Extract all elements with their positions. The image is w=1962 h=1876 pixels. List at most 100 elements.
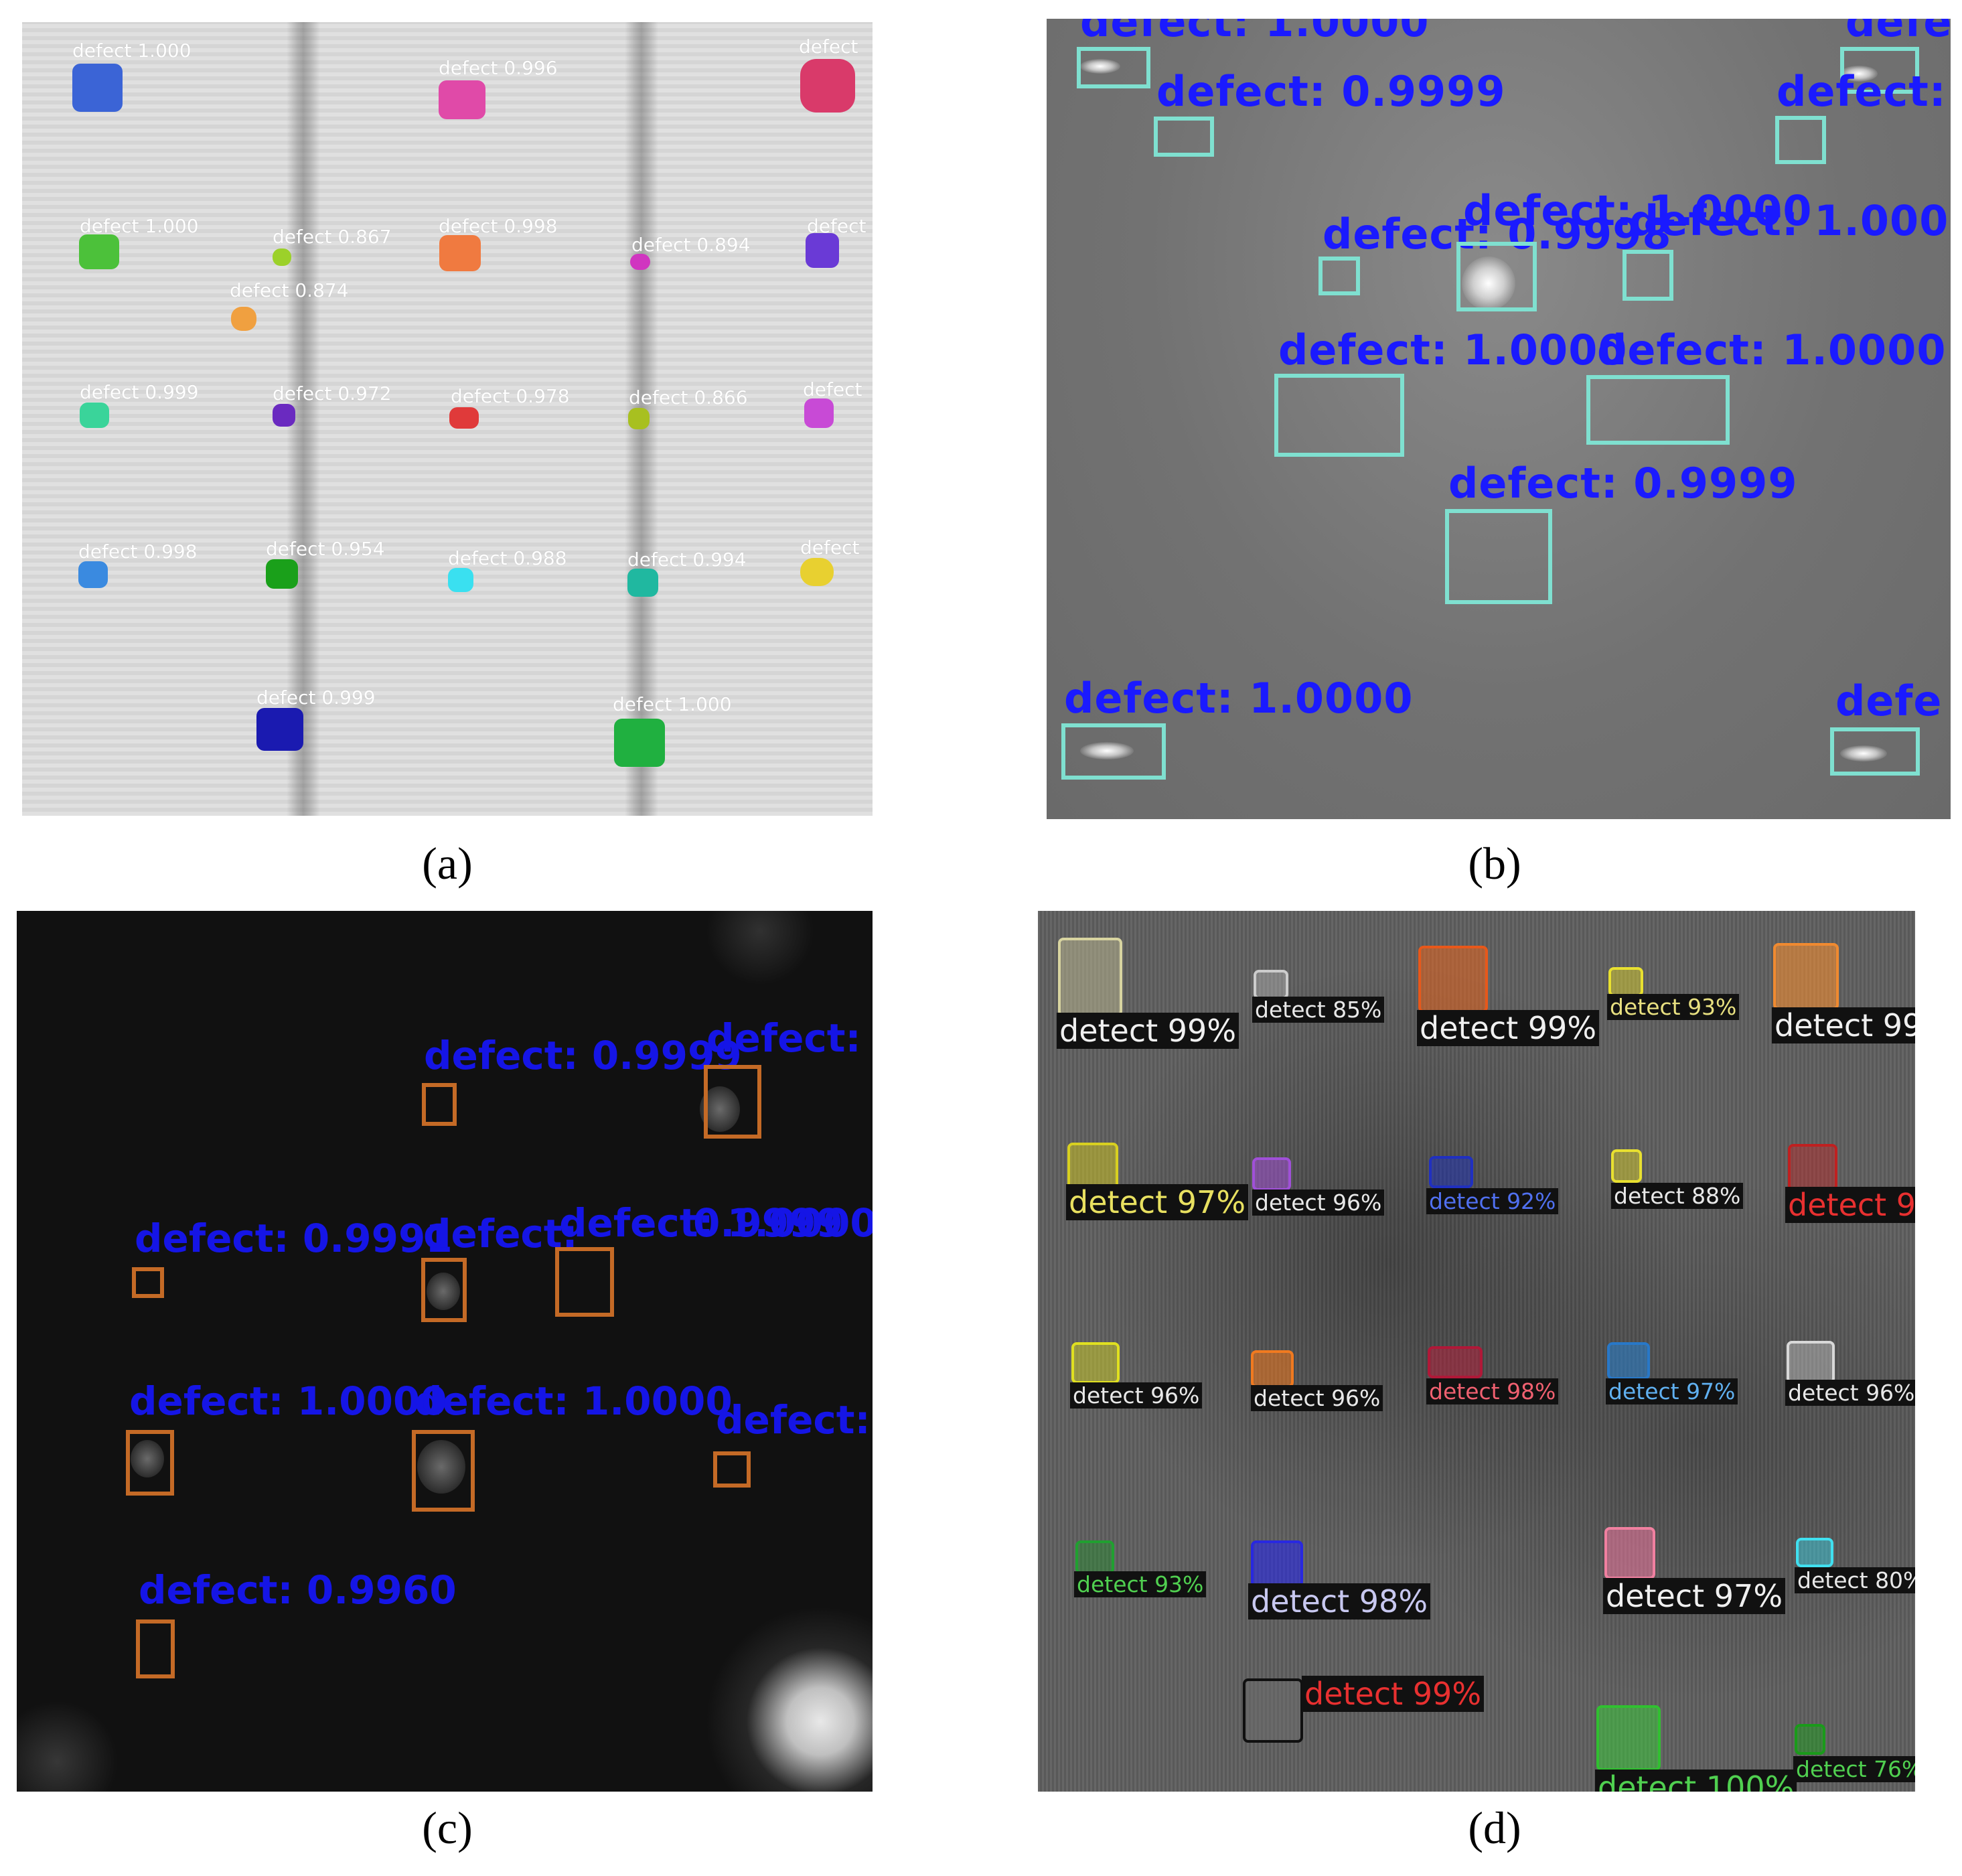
detection-label: detect 99 bbox=[1772, 1007, 1915, 1043]
defect-mask bbox=[1608, 967, 1643, 997]
detection-label: detect 99% bbox=[1057, 1013, 1239, 1049]
defect-mask bbox=[1773, 943, 1839, 1010]
defect-mask bbox=[1071, 1342, 1120, 1384]
detection-label: 0.9999 bbox=[693, 1200, 843, 1246]
detection-label: detect 93% bbox=[1607, 994, 1740, 1020]
panel-b-image: defect: 1.0000 defe defect: 0.9999 defec… bbox=[1047, 19, 1951, 819]
detection-label: detect 88% bbox=[1611, 1183, 1744, 1209]
detection-box bbox=[555, 1247, 614, 1317]
detection-box bbox=[1586, 375, 1730, 445]
detection-label: defect: 1.0000 bbox=[559, 1200, 873, 1246]
detection-label: detect 97% bbox=[1603, 1578, 1786, 1614]
defect-label: defect 0.894 bbox=[631, 234, 751, 256]
defect-label: defect 0.999 bbox=[256, 687, 376, 709]
defect-spot bbox=[1080, 742, 1134, 760]
detection-box bbox=[1318, 257, 1360, 295]
detection-box bbox=[412, 1430, 475, 1512]
defect-label: defect 0.874 bbox=[230, 279, 349, 301]
defect-mask bbox=[1252, 1157, 1291, 1191]
detection-label: defect: 0.9998 bbox=[1323, 210, 1672, 259]
detection-label: defe bbox=[1835, 676, 1943, 725]
detection-label: defect: 0.9999 bbox=[1448, 459, 1798, 508]
detection-label: defect: 0.9960 bbox=[139, 1567, 457, 1613]
defect-mask bbox=[800, 59, 855, 113]
defect-mask bbox=[1428, 1346, 1483, 1378]
detection-label: detect 96% bbox=[1251, 1385, 1383, 1411]
defect-mask bbox=[273, 404, 295, 427]
defect-mask bbox=[1787, 1341, 1835, 1384]
defect-label: defect 1.000 bbox=[80, 215, 199, 237]
detection-label: detect 99% bbox=[1417, 1010, 1600, 1046]
defect-label: defect 0.999 bbox=[80, 381, 199, 403]
detection-box bbox=[136, 1619, 175, 1678]
detection-box bbox=[1623, 250, 1673, 301]
detection-label: defect: 1.0000 bbox=[1597, 326, 1947, 374]
caption-a: (a) bbox=[422, 838, 473, 889]
defect-mask bbox=[256, 708, 303, 751]
defect-mask bbox=[1058, 938, 1122, 1017]
defect-spot bbox=[1840, 745, 1887, 762]
defect-spot bbox=[1462, 257, 1515, 310]
defect-mask bbox=[72, 64, 123, 112]
detection-box bbox=[126, 1430, 174, 1496]
detection-label: detect 97% bbox=[1606, 1378, 1738, 1404]
defect-label: defect 0.996 bbox=[439, 57, 558, 79]
detection-label: detect 80% bbox=[1795, 1567, 1915, 1593]
detection-box bbox=[1456, 242, 1537, 311]
detection-label: defect: 1.0000 bbox=[1278, 326, 1628, 374]
detection-label: defect: 1.000 bbox=[1629, 196, 1949, 245]
detection-label: detect 96% bbox=[1785, 1380, 1915, 1406]
detection-label: defect: 0.9991 bbox=[135, 1216, 453, 1261]
defect-mask bbox=[79, 234, 119, 269]
defect-label: defect bbox=[799, 35, 858, 58]
defect-mask bbox=[627, 569, 658, 597]
defect-mask bbox=[806, 233, 839, 268]
caption-c: (c) bbox=[422, 1802, 473, 1853]
defect-spot bbox=[427, 1273, 460, 1310]
detection-box bbox=[1445, 509, 1552, 604]
defect-spot bbox=[1080, 59, 1120, 74]
defect-mask bbox=[1607, 1342, 1650, 1380]
defect-spot bbox=[131, 1440, 164, 1477]
detection-label: defect: 1 bbox=[706, 1015, 873, 1061]
caption-d: (d) bbox=[1468, 1802, 1521, 1853]
defect-mask bbox=[1251, 1350, 1294, 1388]
detection-label: detect 97% bbox=[1066, 1184, 1249, 1220]
defect-mask bbox=[1251, 1540, 1303, 1587]
defect-mask bbox=[439, 235, 481, 271]
detection-box bbox=[1061, 723, 1166, 780]
detection-label: defect: 0.9999 bbox=[424, 1033, 742, 1078]
defect-label: defect 0.988 bbox=[448, 547, 567, 569]
defect-mask bbox=[1611, 1149, 1642, 1183]
detection-label: detect 85% bbox=[1252, 997, 1385, 1023]
caption-b: (b) bbox=[1468, 838, 1521, 889]
defect-mask bbox=[1795, 1724, 1825, 1755]
defect-mask bbox=[1796, 1538, 1833, 1567]
detection-label: defect: 1.0000 bbox=[129, 1378, 447, 1424]
defect-label: defect bbox=[800, 536, 860, 559]
detection-label: detect 100% bbox=[1595, 1770, 1797, 1792]
detection-label: detect 98% bbox=[1248, 1583, 1431, 1619]
panel-c-image: defect: 0.9999 defect: 1 defect: 0.9991 … bbox=[17, 911, 873, 1792]
defect-label: defect 0.994 bbox=[627, 549, 747, 571]
defect-mask bbox=[449, 407, 479, 429]
detection-box bbox=[1077, 47, 1150, 88]
detection-label: defect: 0.9999 bbox=[1156, 67, 1506, 116]
defect-mask bbox=[630, 254, 650, 270]
defect-mask bbox=[614, 719, 665, 767]
detection-box bbox=[1830, 727, 1920, 776]
defect-mask bbox=[1418, 946, 1488, 1013]
defect-mask bbox=[1604, 1527, 1655, 1579]
defect-label: defect 0.978 bbox=[451, 385, 570, 407]
panel-a-image: defect 1.000 defect 0.996 defect defect … bbox=[22, 22, 873, 816]
defect-label: defect 0.954 bbox=[266, 538, 385, 560]
defect-label: defect bbox=[803, 378, 862, 401]
defect-mask bbox=[273, 248, 291, 266]
defect-mask bbox=[1254, 970, 1288, 999]
defect-mask bbox=[266, 559, 298, 589]
defect-spot bbox=[1840, 66, 1878, 82]
defect-mask bbox=[448, 568, 473, 592]
detection-label: defect: 1.0000 bbox=[1064, 674, 1414, 723]
detection-label: defect: 0 bbox=[716, 1397, 873, 1443]
detection-box bbox=[1154, 117, 1214, 157]
